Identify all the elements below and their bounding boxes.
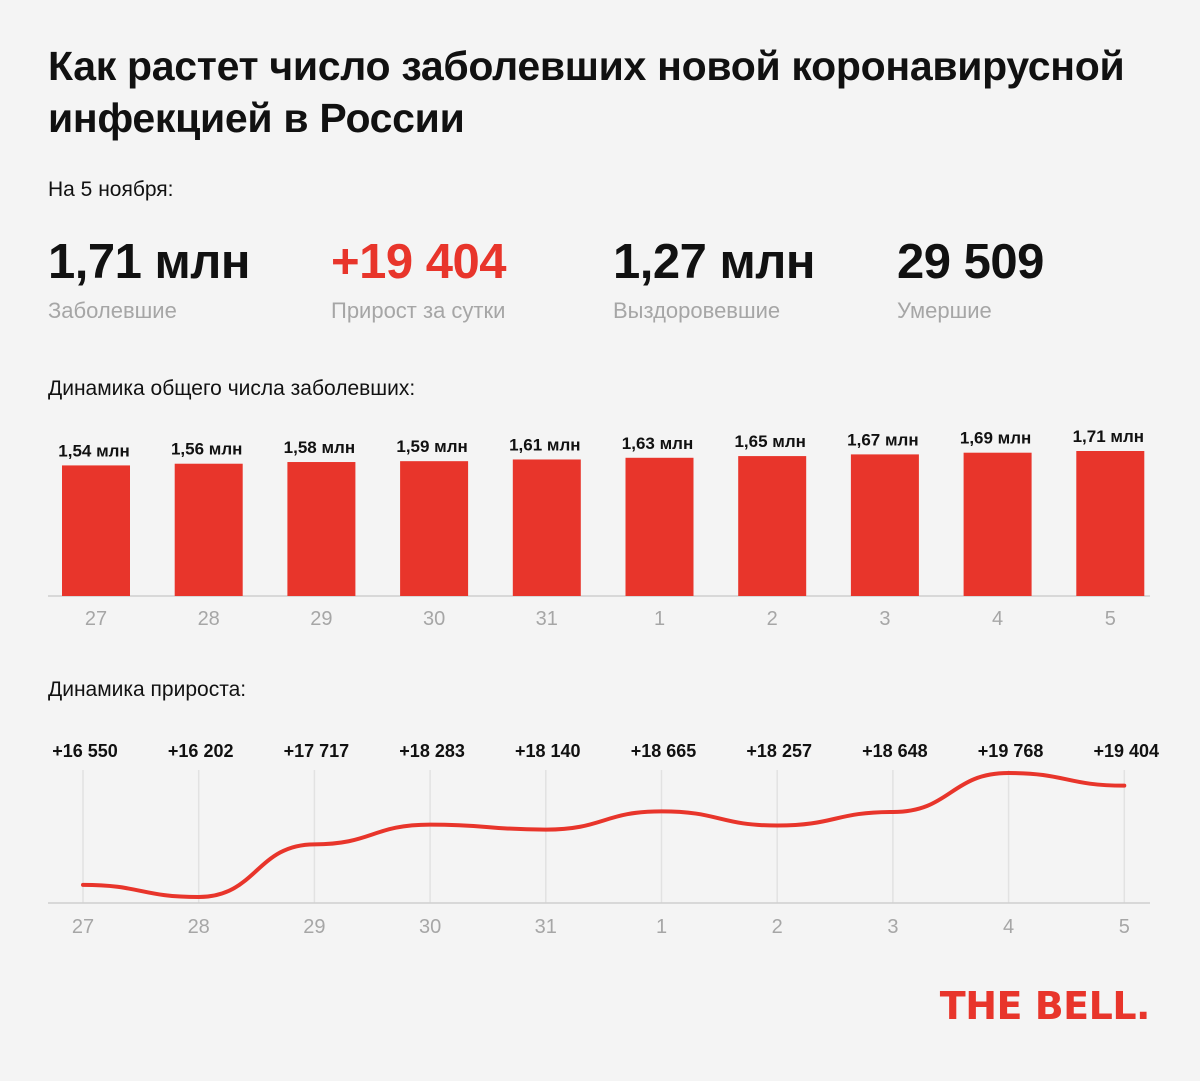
date-label: На 5 ноября:: [48, 178, 174, 201]
line-x-tick-label: 4: [1003, 916, 1014, 938]
line-value-label: +18 283: [399, 741, 465, 761]
line-x-tick-label: 1: [656, 916, 667, 938]
stat-cases-value: 1,71 млн: [48, 235, 250, 289]
line-value-label: +18 140: [515, 741, 581, 761]
bar-value-label: 1,63 млн: [622, 434, 693, 453]
bar-x-tick-label: 28: [198, 608, 220, 630]
stat-recovered-label: Выздоровевшие: [613, 298, 781, 323]
stat-deaths-value: 29 509: [897, 235, 1044, 289]
bar-value-label: 1,65 млн: [734, 432, 805, 451]
stat-daily-increase-value: +19 404: [331, 235, 507, 289]
bar: [512, 459, 581, 596]
bar-chart-title: Динамика общего числа заболевших:: [48, 377, 416, 400]
line-x-tick-label: 31: [535, 916, 557, 938]
bar-x-tick-label: 5: [1105, 608, 1116, 630]
bar: [287, 462, 356, 596]
bar-value-label: 1,59 млн: [396, 437, 467, 456]
line-chart-title: Динамика прироста:: [48, 678, 247, 701]
bar: [850, 454, 919, 596]
stat-deaths-label: Умершие: [897, 298, 992, 323]
bar-x-tick-label: 1: [654, 608, 665, 630]
line-value-label: +19 404: [1094, 741, 1160, 761]
page-title: Как растет число заболевших новой корона…: [48, 43, 1125, 141]
bar: [738, 456, 807, 596]
line-x-tick-label: 2: [772, 916, 783, 938]
stat-deaths: 29 509 Умершие: [897, 232, 1044, 324]
stat-cases-label: Заболевшие: [48, 298, 177, 323]
bar-x-tick-label: 3: [879, 608, 890, 630]
line-x-tick-label: 28: [188, 916, 210, 938]
bar-value-label: 1,56 млн: [171, 440, 242, 459]
stat-daily-increase: +19 404 Прирост за сутки: [331, 232, 507, 324]
bar-x-tick-label: 31: [536, 608, 558, 630]
line-value-label: +16 550: [52, 741, 118, 761]
bar-value-label: 1,69 млн: [960, 429, 1031, 448]
line-value-label: +18 257: [746, 741, 812, 761]
bar-value-label: 1,71 млн: [1073, 427, 1144, 446]
bar-x-tick-label: 2: [767, 608, 778, 630]
bar: [400, 461, 469, 596]
line-x-tick-label: 29: [303, 916, 325, 938]
line-x-tick-label: 5: [1119, 916, 1130, 938]
bar-value-label: 1,67 млн: [847, 430, 918, 449]
bar: [625, 457, 694, 596]
line-value-label: +18 648: [862, 741, 928, 761]
bar-value-label: 1,61 млн: [509, 435, 580, 454]
bar-value-label: 1,58 млн: [284, 438, 355, 457]
bar-x-tick-label: 30: [423, 608, 445, 630]
bar-x-tick-label: 4: [992, 608, 1003, 630]
line-x-tick-label: 27: [72, 916, 94, 938]
the-bell-logo: THE BELL.: [939, 984, 1151, 1028]
stat-cases: 1,71 млн Заболевшие: [48, 232, 250, 324]
line-chart: +16 550 27 +16 202 28 +17 717 29 +18 283 30 +18 …: [48, 741, 1160, 938]
bar-value-label: 1,54 млн: [58, 441, 129, 460]
bar: [1076, 451, 1145, 596]
bar: [62, 465, 130, 596]
bar-x-tick-label: 27: [85, 608, 107, 630]
line-value-label: +17 717: [284, 741, 350, 761]
line-x-tick-label: 30: [419, 916, 441, 938]
bar-chart: 1,54 млн 27 1,56 млн 28 1,58 млн 29 1,59 млн 30…: [48, 427, 1150, 630]
stat-recovered-value: 1,27 млн: [613, 235, 815, 289]
line-value-label: +16 202: [168, 741, 234, 761]
stat-recovered: 1,27 млн Выздоровевшие: [613, 232, 815, 324]
line-x-tick-label: 3: [887, 916, 898, 938]
stat-daily-increase-label: Прирост за сутки: [331, 298, 506, 323]
bar: [174, 463, 243, 596]
bar-x-tick-label: 29: [310, 608, 332, 630]
line-value-label: +19 768: [978, 741, 1044, 761]
line-value-label: +18 665: [631, 741, 697, 761]
bar: [963, 452, 1032, 596]
increase-line: [81, 770, 1127, 900]
